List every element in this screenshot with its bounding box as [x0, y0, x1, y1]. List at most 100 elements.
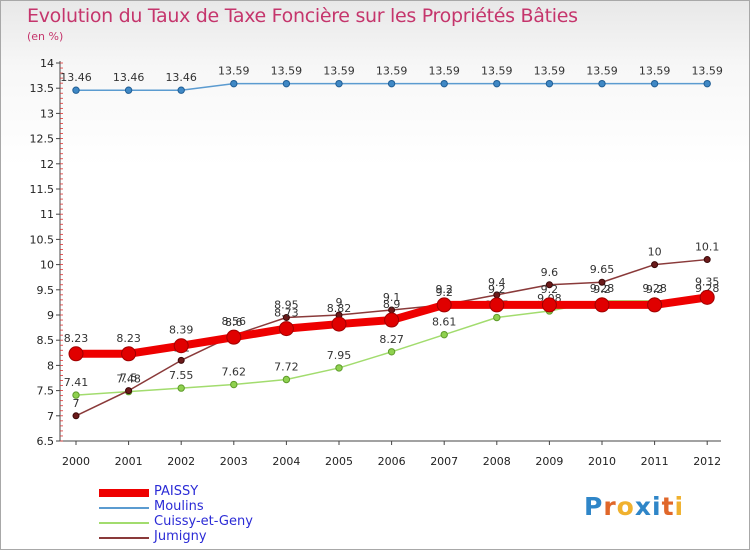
x-tick-label: 2006 [378, 455, 406, 468]
data-label-cuissy-et-geny: 7.72 [274, 361, 299, 374]
data-point-jumigny [282, 314, 290, 322]
data-point-moulins [545, 79, 554, 88]
data-label-jumigny: 9 [336, 296, 343, 309]
data-label-moulins: 13.59 [376, 65, 408, 78]
data-point-moulins [387, 79, 396, 88]
data-point-moulins [493, 79, 501, 88]
data-point-jumigny [125, 387, 133, 395]
data-point-paissy [278, 321, 294, 337]
data-label-jumigny: 9.4 [488, 276, 506, 289]
data-point-jumigny [72, 412, 80, 420]
chart-title: Evolution du Taux de Taxe Foncière sur l… [27, 5, 578, 27]
y-tick-label: 13.5 [30, 82, 55, 95]
data-label-paissy: 8.23 [116, 332, 141, 345]
legend-label: Jumigny [154, 529, 207, 544]
logo-letter: i [674, 492, 685, 521]
y-tick-label: 8 [47, 359, 54, 372]
data-point-jumigny [651, 261, 659, 269]
y-tick-label: 14 [40, 57, 54, 70]
data-point-cuissy-et-geny [230, 380, 238, 389]
x-tick-label: 2011 [641, 455, 669, 468]
legend-swatch [99, 536, 149, 539]
data-label-paissy: 8.39 [169, 324, 194, 337]
data-label-cuissy-et-geny: 9.28 [642, 282, 667, 295]
data-label-moulins: 13.59 [218, 65, 250, 78]
logo-letter: i [652, 492, 662, 521]
data-label-paissy: 8.82 [327, 302, 352, 315]
data-label-cuissy-et-geny: 7.55 [169, 369, 194, 382]
data-point-jumigny [703, 256, 711, 264]
y-tick-label: 9 [47, 309, 54, 322]
x-tick-label: 2008 [483, 455, 511, 468]
logo-letter: P [584, 492, 604, 521]
data-label-moulins: 13.46 [165, 71, 197, 84]
data-label-paissy: 8.73 [274, 307, 299, 320]
x-tick-label: 2002 [167, 455, 195, 468]
logo-letter: t [661, 492, 675, 521]
data-label-jumigny: 10.1 [695, 241, 720, 254]
data-label-paissy: 9.35 [695, 275, 720, 288]
y-tick-label: 7.5 [37, 385, 55, 398]
data-label-cuissy-et-geny: 7.62 [222, 366, 247, 379]
data-point-paissy [173, 338, 189, 354]
data-point-moulins [598, 79, 606, 88]
data-point-moulins [177, 86, 185, 94]
data-label-moulins: 13.59 [586, 65, 618, 78]
data-label-cuissy-et-geny: 9.28 [590, 282, 615, 295]
data-point-moulins [282, 79, 291, 88]
data-label-moulins: 13.59 [639, 65, 671, 78]
data-label-moulins: 13.46 [113, 71, 145, 84]
data-label-jumigny: 8.95 [274, 299, 299, 312]
data-label-moulins: 13.59 [691, 65, 723, 78]
data-label-moulins: 13.59 [481, 65, 513, 78]
legend-label: PAISSY [154, 484, 199, 499]
data-point-moulins [335, 79, 343, 88]
data-point-cuissy-et-geny [335, 364, 343, 372]
y-tick-label: 10 [40, 259, 54, 272]
data-point-paissy [68, 346, 84, 362]
data-point-paissy [331, 316, 347, 332]
proxiti-logo: Proxiti [584, 492, 684, 521]
data-label-moulins: 13.59 [534, 65, 566, 78]
data-point-paissy [384, 312, 400, 328]
data-point-paissy [699, 289, 715, 305]
data-label-jumigny: 7 [73, 397, 80, 410]
data-label-moulins: 13.59 [428, 65, 460, 78]
data-point-moulins [650, 79, 659, 88]
data-label-paissy: 9.2 [646, 283, 664, 296]
data-label-paissy: 9.2 [435, 283, 453, 296]
chart-unit: (en %) [27, 30, 64, 43]
legend-label: Moulins [154, 499, 204, 514]
data-label-paissy: 8.23 [64, 332, 89, 345]
data-point-moulins [230, 79, 238, 88]
legend-swatch [99, 506, 149, 509]
y-tick-label: 11.5 [30, 183, 55, 196]
legend-swatch [99, 521, 149, 524]
x-tick-label: 2003 [220, 455, 248, 468]
x-tick-label: 2001 [115, 455, 143, 468]
y-tick-label: 10.5 [30, 233, 55, 246]
data-label-cuissy-et-geny: 7.41 [64, 376, 89, 389]
data-label-cuissy-et-geny: 7.48 [116, 373, 141, 386]
x-tick-label: 2005 [325, 455, 353, 468]
y-tick-label: 11 [40, 208, 54, 221]
data-point-cuissy-et-geny [282, 375, 291, 384]
data-label-paissy: 9.2 [488, 283, 506, 296]
data-point-jumigny [598, 278, 606, 286]
data-point-cuissy-et-geny [440, 330, 448, 339]
data-point-cuissy-et-geny [177, 384, 185, 392]
data-point-paissy [436, 297, 452, 313]
series-paissy: 8.23 8.238.398.568.73 8.82 8.99.2 9.2 9.2 9.2 9… [64, 275, 720, 362]
x-tick-label: 2004 [272, 455, 300, 468]
y-tick-label: 6.5 [37, 435, 55, 448]
data-label-jumigny: 10 [648, 246, 662, 259]
data-label-cuissy-et-geny: 7.95 [327, 349, 352, 362]
data-point-paissy [226, 329, 242, 345]
logo-letter: x [634, 492, 652, 521]
logo-letter: r [603, 492, 617, 521]
data-label-cuissy-et-geny: 8.61 [432, 316, 457, 329]
data-point-moulins [440, 79, 448, 88]
data-label-moulins: 13.59 [271, 65, 303, 78]
